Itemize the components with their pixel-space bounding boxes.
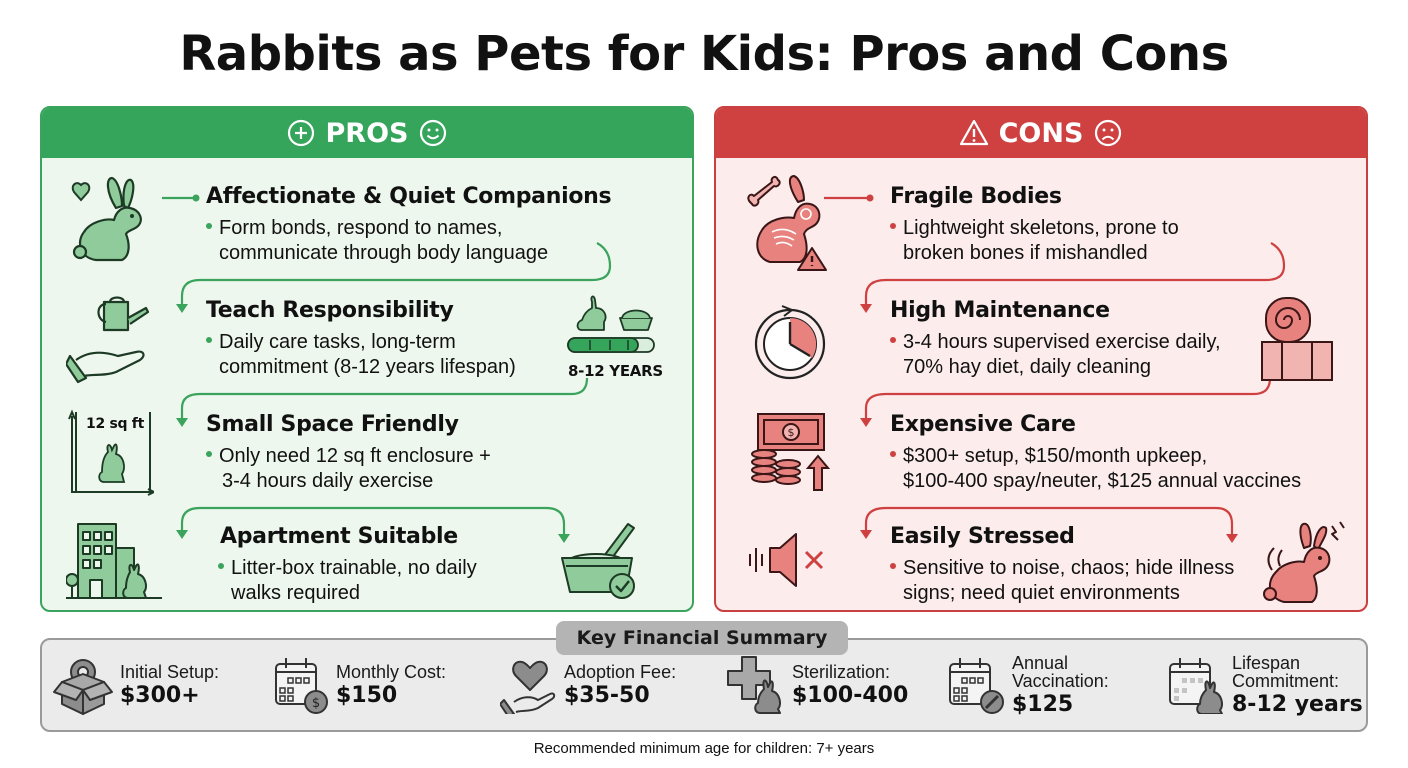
cons-item-title: Expensive Care [890, 412, 1076, 437]
summary-value: $125 [1012, 692, 1074, 718]
litter-box-check-icon [561, 523, 635, 599]
summary-label: Annual [1012, 652, 1069, 673]
startled-rabbit-icon [1263, 521, 1345, 603]
summary-item-sterilization: Sterilization: $100-400 [726, 640, 908, 730]
pros-item-desc: Daily care tasks, long-term commitment (… [206, 330, 516, 380]
summary-item-initial-setup: Initial Setup: $300+ [52, 640, 219, 730]
bullet-dot [890, 562, 896, 569]
warning-triangle-icon [959, 119, 988, 146]
bullet-dot [218, 562, 224, 569]
bullet-dot [206, 222, 212, 229]
rabbit-skeleton-broken-bone-icon [747, 175, 827, 271]
plus-circle-icon [287, 119, 314, 147]
cons-item-title: High Maintenance [890, 298, 1110, 323]
pros-item-title: Affectionate & Quiet Companions [206, 184, 612, 209]
calendar-rabbit-icon [1169, 658, 1223, 714]
heart-hand-icon [500, 660, 556, 714]
money-coins-rising-icon: $ [751, 413, 831, 491]
financial-summary-title: Key Financial Summary [556, 621, 848, 655]
summary-label: Commitment: [1232, 671, 1340, 692]
cons-header-label: CONS [998, 117, 1084, 149]
pros-item-desc: Only need 12 sq ft enclosure + 3-4 hours… [206, 444, 491, 494]
summary-item-adoption-fee: Adoption Fee: $35-50 [500, 640, 676, 730]
footnote: Recommended minimum age for children: 7+… [533, 740, 875, 757]
medical-cross-rabbit-icon [727, 656, 781, 714]
hay-bale-icon [1261, 297, 1333, 381]
pros-header: PROS [42, 108, 692, 158]
page-title: Rabbits as Pets for Kids: Pros and Cons [179, 26, 1229, 82]
bullet-dot [890, 336, 896, 343]
rabbit-food-bowl-progress-icon [567, 295, 655, 353]
summary-value: $100-400 [792, 682, 909, 708]
calendar-dollar-icon: $ [275, 658, 328, 714]
smiley-face-icon [420, 119, 447, 147]
pros-header-label: PROS [325, 117, 409, 149]
summary-item-annual-vaccination: Annual Vaccination: $125 [948, 640, 1109, 730]
apartment-building-rabbit-icon [66, 523, 162, 599]
cons-item-title: Fragile Bodies [890, 184, 1062, 209]
summary-item-lifespan-commitment: Lifespan Commitment: 8-12 years [1168, 640, 1363, 730]
clock-icon [754, 305, 826, 380]
enclosure-measure-icon [68, 409, 154, 496]
lifespan-badge: 8-12 YEARS [568, 362, 663, 380]
cons-item-desc: Lightweight skeletons, prone to broken b… [890, 216, 1179, 266]
box-gear-icon [53, 659, 113, 715]
summary-value: 8-12 years [1232, 692, 1363, 718]
summary-value: $150 [336, 682, 398, 708]
pros-item-title: Small Space Friendly [206, 412, 459, 437]
pros-item-title: Teach Responsibility [206, 298, 454, 323]
bullet-dot [206, 450, 212, 457]
summary-label: Sterilization: [792, 662, 891, 682]
summary-label: Vaccination: [1012, 671, 1109, 692]
cons-panel: CONS [714, 106, 1368, 612]
summary-item-monthly-cost: $ Monthly Cost: $150 [274, 640, 446, 730]
bullet-dot [890, 222, 896, 229]
summary-value: $300+ [120, 682, 200, 708]
cons-item-desc: Sensitive to noise, chaos; hide illness … [890, 556, 1234, 606]
summary-label: Lifespan [1232, 652, 1301, 673]
cons-item-desc: $300+ setup, $150/month upkeep, $100-400… [890, 444, 1301, 494]
sad-face-icon [1095, 119, 1122, 147]
pros-panel: PROS Affectio [40, 106, 694, 612]
rabbit-with-heart-icon [71, 176, 142, 262]
bullet-dot [206, 336, 212, 343]
svg-text:$: $ [312, 696, 320, 711]
enclosure-size-label: 12 sq ft [86, 416, 144, 432]
bullet-dot [890, 450, 896, 457]
cons-item-title: Easily Stressed [890, 524, 1075, 549]
svg-text:$: $ [788, 426, 795, 439]
pros-item-desc: Form bonds, respond to names, communicat… [206, 216, 548, 266]
pros-item-desc: Litter-box trainable, no daily walks req… [218, 556, 477, 606]
calendar-syringe-icon [949, 658, 1004, 714]
summary-label: Adoption Fee: [564, 662, 677, 682]
watering-can-hand-icon [66, 296, 150, 384]
cons-item-desc: 3-4 hours supervised exercise daily, 70%… [890, 330, 1221, 380]
cons-header: CONS [716, 108, 1366, 158]
summary-label: Monthly Cost: [336, 662, 447, 682]
speaker-muted-icon [749, 533, 824, 587]
summary-label: Initial Setup: [120, 662, 220, 682]
pros-item-title: Apartment Suitable [220, 524, 458, 549]
summary-value: $35-50 [564, 682, 650, 708]
